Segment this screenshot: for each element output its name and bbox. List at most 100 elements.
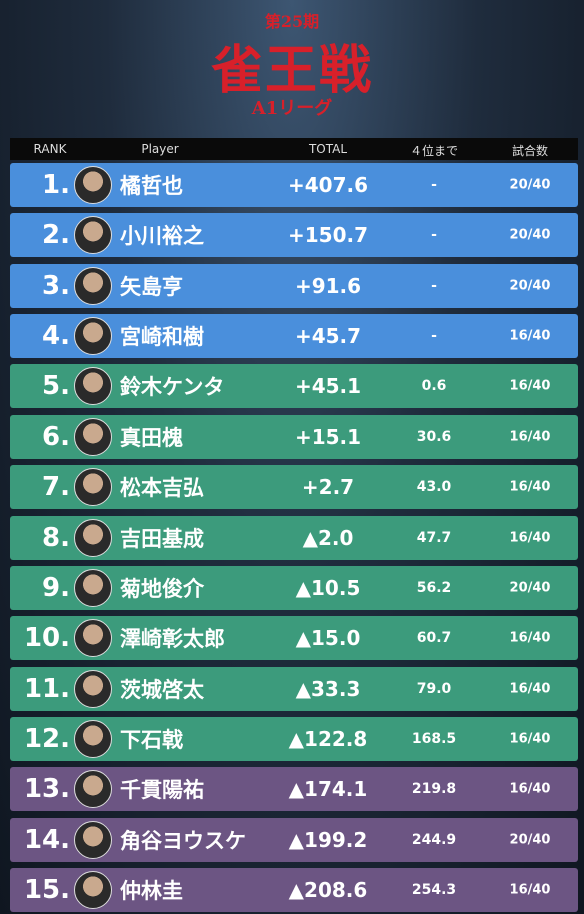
total: +15.1 [294, 424, 362, 449]
avatar [74, 871, 112, 909]
rank: 5. [42, 371, 70, 402]
total: +407.6 [287, 173, 369, 197]
column-label: 試合数 [511, 144, 549, 158]
total: +91.6 [294, 273, 362, 298]
avatar [74, 568, 112, 607]
standing-row: 13. 千貫陽祐 ▲174.1 219.8 16/40 [10, 767, 578, 812]
gap-to-4th: 56.2 [416, 579, 452, 596]
games-played: 16/40 [509, 681, 551, 697]
standing-row: 4. 宮崎和樹 +45.7 - 16/40 [10, 314, 578, 359]
player-name: 橘哲也 [120, 174, 183, 198]
gap-to-4th: 47.7 [416, 529, 452, 546]
rank: 9. [42, 572, 70, 603]
rank: 6. [42, 421, 70, 452]
rank: 3. [42, 270, 70, 301]
player-name: 下石戟 [120, 727, 183, 752]
standing-row: 9. 菊地俊介 ▲10.5 56.2 20/40 [10, 565, 578, 610]
gap-to-4th: 219.8 [411, 781, 457, 798]
rank: 2. [42, 220, 70, 251]
games-played: 16/40 [509, 429, 551, 445]
standing-row: 14. 角谷ヨウスケ ▲199.2 244.9 20/40 [10, 817, 578, 862]
games-played: 20/40 [509, 177, 551, 193]
total: +45.1 [294, 374, 362, 399]
games-played: 16/40 [509, 479, 551, 495]
edition: 第25期 [264, 12, 320, 31]
rank: 8. [42, 522, 70, 553]
avatar [74, 619, 112, 658]
gap-to-4th: 244.9 [411, 831, 457, 848]
player-name: 仲林圭 [120, 879, 183, 903]
avatar [74, 770, 112, 809]
games-played: 16/40 [509, 328, 551, 344]
avatar [74, 820, 112, 859]
gap-to-4th: 43.0 [416, 479, 452, 496]
games-played: 16/40 [509, 530, 551, 545]
gap-to-4th: 168.5 [411, 730, 457, 747]
player-name: 吉田基成 [120, 526, 204, 551]
standing-row: 2. 小川裕之 +150.7 - 20/40 [10, 213, 578, 258]
total: ▲15.0 [295, 626, 361, 651]
player-name: 角谷ヨウスケ [120, 828, 246, 853]
rank: 4. [42, 321, 70, 352]
rank: 11. [23, 673, 70, 704]
gap-to-4th: 30.6 [416, 428, 452, 445]
avatar [74, 367, 112, 406]
player-name: 宮崎和樹 [120, 325, 204, 350]
rank: 13. [23, 774, 70, 805]
player-name: 鈴木ケンタ [120, 375, 225, 400]
avatar [74, 166, 112, 204]
total: ▲2.0 [302, 525, 354, 550]
avatar [74, 669, 112, 708]
avatar [74, 518, 112, 557]
rank: 10. [23, 623, 70, 654]
player-name: 茨城啓太 [120, 677, 204, 702]
games-played: 16/40 [509, 781, 551, 797]
column-label: RANK [33, 142, 67, 156]
player-name: 千貫陽祐 [120, 778, 204, 803]
title: 雀王戦 [210, 40, 373, 101]
total: ▲208.6 [288, 878, 368, 902]
gap-to-4th: - [431, 227, 437, 244]
gap-to-4th: 60.7 [416, 630, 452, 647]
games-played: 20/40 [509, 832, 551, 848]
total: ▲122.8 [288, 726, 368, 751]
player-name: 松本吉弘 [120, 476, 204, 501]
avatar [74, 468, 112, 507]
total: ▲174.1 [288, 777, 368, 802]
rank: 1. [42, 170, 70, 200]
column-label: Player [141, 142, 179, 156]
rank: 15. [23, 875, 70, 905]
total: ▲10.5 [295, 575, 361, 600]
league: A1リーグ [251, 98, 333, 119]
column-label: ４位まで [409, 144, 459, 158]
gap-to-4th: 79.0 [416, 680, 452, 697]
games-played: 16/40 [509, 882, 551, 898]
player-name: 小川裕之 [120, 224, 204, 249]
games-played: 16/40 [509, 731, 551, 747]
games-played: 16/40 [509, 630, 551, 646]
gap-to-4th: 0.6 [421, 378, 447, 395]
standing-row: 7. 松本吉弘 +2.7 43.0 16/40 [10, 465, 578, 510]
rank: 7. [42, 472, 70, 503]
standing-row: 8. 吉田基成 ▲2.0 47.7 16/40 [10, 515, 578, 560]
total: +150.7 [287, 223, 369, 248]
avatar [74, 216, 112, 255]
standing-row: 12. 下石戟 ▲122.8 168.5 16/40 [10, 716, 578, 761]
player-name: 真田槐 [120, 425, 183, 450]
games-played: 16/40 [509, 378, 551, 394]
player-name: 菊地俊介 [120, 576, 204, 601]
total: ▲199.2 [288, 827, 368, 852]
standing-row: 1. 橘哲也 +407.6 - 20/40 [10, 163, 578, 207]
games-played: 20/40 [509, 580, 551, 596]
avatar [74, 417, 112, 456]
rank: 12. [23, 723, 70, 754]
total: +2.7 [301, 475, 355, 500]
total: +45.7 [294, 324, 362, 349]
gap-to-4th: - [431, 328, 437, 345]
gap-to-4th: 254.3 [411, 882, 457, 898]
player-name: 矢島亨 [120, 274, 183, 299]
column-header: RANK Player TOTAL ４位まで 試合数 [10, 138, 578, 160]
games-played: 20/40 [509, 278, 551, 294]
avatar [74, 719, 112, 758]
